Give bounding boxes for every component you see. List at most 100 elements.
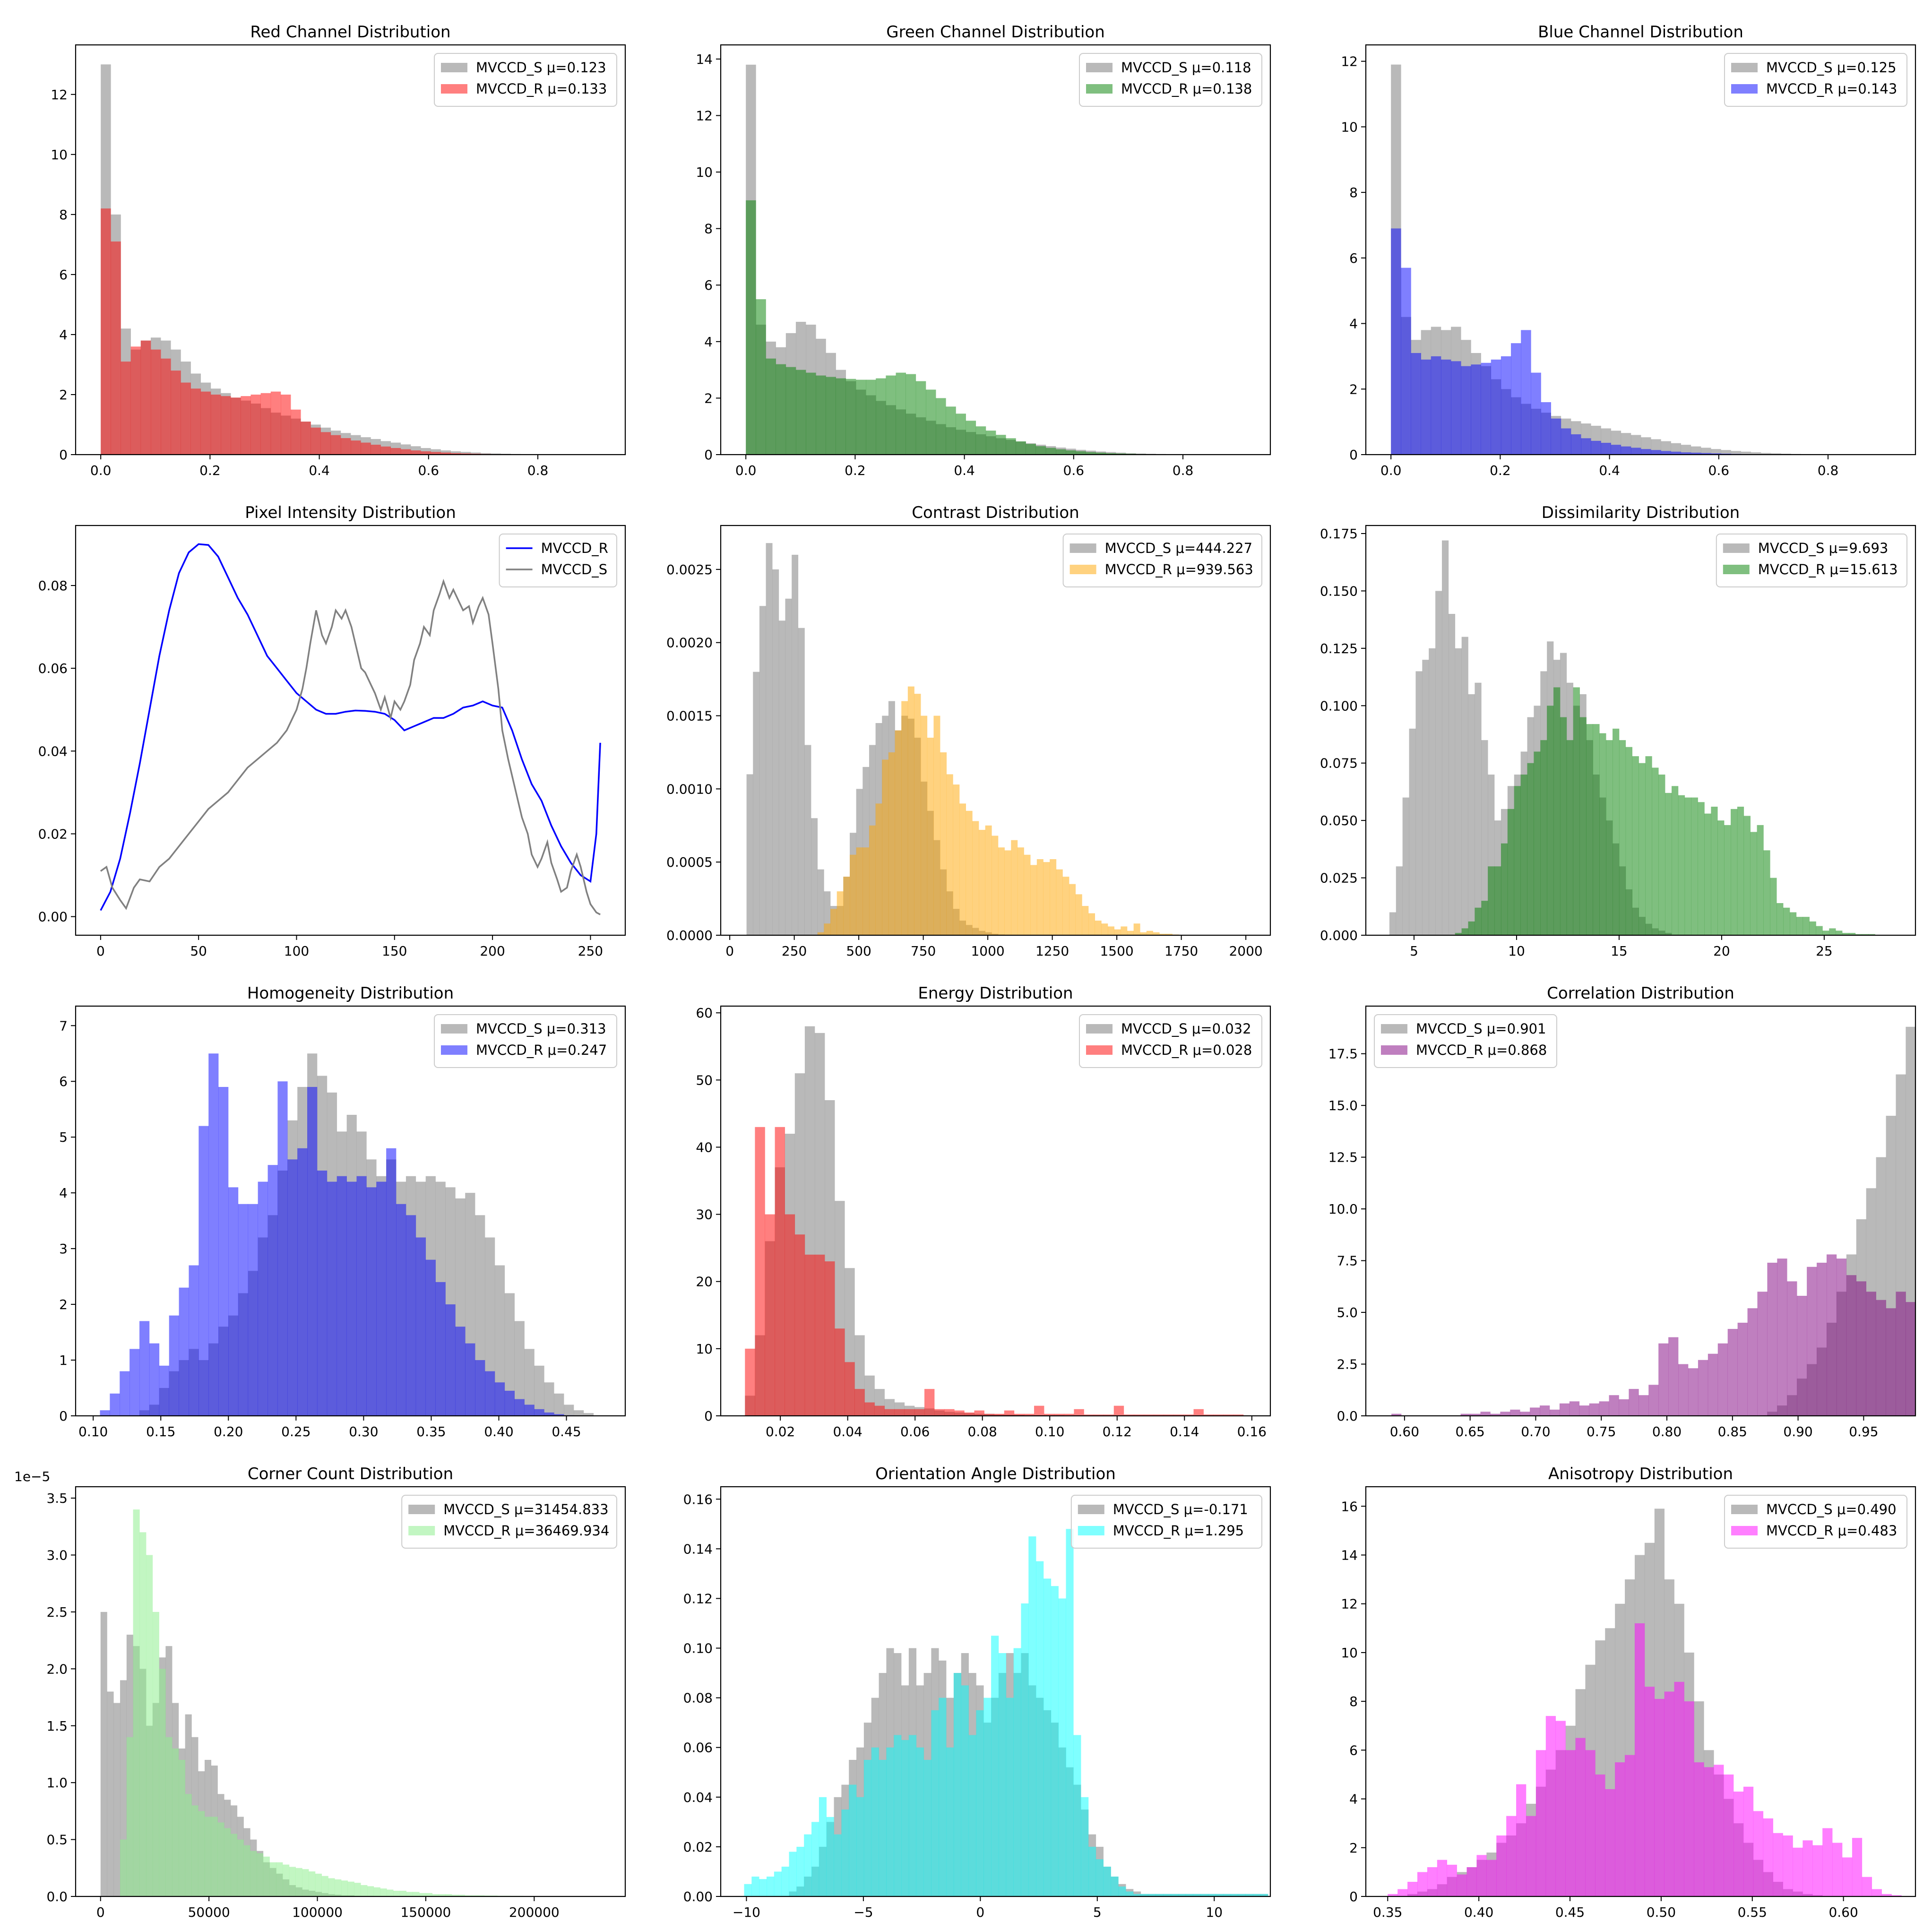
chart-5-bar: [907, 686, 914, 935]
chart-4-legend-entry: MVCCD_S: [541, 561, 608, 577]
chart-8-bar: [1173, 1414, 1184, 1416]
chart-5-y-tick-label: 0.0000: [666, 928, 713, 943]
chart-5-bar: [985, 825, 992, 935]
chart-12-y-tick-label: 6: [1349, 1742, 1358, 1758]
chart-6-y-tick-label: 0.075: [1320, 756, 1358, 771]
chart-8-bar: [964, 1412, 975, 1416]
chart-5-bar: [914, 694, 921, 935]
chart-3-bar: [1481, 362, 1492, 455]
chart-7-bar: [544, 1412, 554, 1416]
chart-9-bar: [1668, 1337, 1679, 1416]
chart-7-x-tick-label: 0.45: [552, 1424, 581, 1439]
chart-8-bar: [745, 1348, 755, 1416]
chart-10-bar: [224, 1828, 231, 1896]
chart-4: 0 50 100 150 200 250 0.00 0.02 0.04 0.06 0.08 Pixel…: [38, 503, 626, 959]
chart-8-axes-frame: [720, 1005, 1271, 1417]
chart-7-bar: [514, 1321, 525, 1416]
chart-1-bar: [150, 349, 161, 455]
chart-8-bar: [1084, 1414, 1094, 1416]
chart-12-bar: [1803, 1840, 1813, 1896]
chart-11-bar: [1103, 1866, 1111, 1896]
chart-9-bar: [1480, 1412, 1491, 1416]
chart-6-bar: [1429, 648, 1436, 935]
chart-7-y-tick-label: 1: [59, 1353, 68, 1368]
chart-9-bar: [1460, 1413, 1471, 1416]
chart-8-bar: [1123, 1414, 1134, 1416]
chart-6-bar: [1606, 740, 1613, 935]
chart-3-y-tick-label: 10: [1341, 119, 1358, 135]
chart-5-bar: [1153, 932, 1160, 935]
chart-8-x-tick-label: 0.02: [766, 1424, 795, 1439]
chart-1-bar: [260, 393, 271, 455]
chart-2-y-axis: 0 2 4 6 8 10 12 14: [696, 52, 721, 463]
chart-11: −10 −5 0 5 10 0.00 0.02 0.04 0.06 0.08 0.10 0.12 0.1…: [683, 1465, 1271, 1920]
chart-6-bar: [1527, 763, 1534, 935]
chart-5-bar: [824, 923, 831, 935]
chart-3-bar: [1541, 402, 1551, 455]
chart-1-bar: [491, 453, 501, 455]
chart-7-bar: [494, 1265, 505, 1416]
chart-6-x-tick-label: 10: [1508, 943, 1525, 959]
chart-8-y-tick-label: 10: [696, 1341, 713, 1357]
chart-9: 0.60 0.65 0.70 0.75 0.80 0.85 0.90 0.95 0.0 2.5 5.…: [1328, 984, 1916, 1439]
chart-9-bar: [1717, 1343, 1728, 1416]
chart-3-legend-frame: [1724, 53, 1907, 107]
chart-11-bar: [916, 1747, 924, 1896]
chart-6-bar: [1579, 717, 1587, 935]
chart-2-bar: [1095, 452, 1106, 455]
chart-5-title: Contrast Distribution: [912, 503, 1079, 522]
chart-6-bar: [1573, 687, 1580, 935]
chart-5-bar: [940, 752, 947, 935]
chart-10-bar: [211, 1817, 218, 1896]
chart-3-bar: [1391, 228, 1401, 455]
chart-11-bar: [1238, 1894, 1246, 1896]
chart-10-bar: [126, 1737, 133, 1896]
chart-5-bar: [753, 672, 760, 935]
chart-7-bar: [445, 1304, 456, 1416]
chart-6-x-tick-label: 15: [1611, 943, 1628, 959]
chart-10-bar: [295, 1868, 302, 1896]
chart-8-legend: MVCCD_S μ=0.032 MVCCD_R μ=0.028: [1079, 1014, 1262, 1068]
chart-5-bar: [888, 752, 895, 935]
chart-10-bar: [445, 1894, 452, 1896]
chart-10-y-axis: 0.0 0.5 1.0 1.5 2.0 2.5 3.0 3.5: [46, 1491, 76, 1904]
chart-9-bar: [1708, 1353, 1718, 1416]
chart-3-bar: [1570, 434, 1581, 455]
chart-8-y-tick-label: 40: [696, 1139, 713, 1155]
chart-11-bar: [1223, 1894, 1231, 1896]
chart-12-bar: [1407, 1882, 1418, 1896]
chart-1-bar: [280, 394, 291, 455]
chart-6-y-tick-label: 0.025: [1320, 870, 1358, 886]
chart-7-bar: [267, 1165, 278, 1416]
chart-7-bar: [189, 1265, 199, 1416]
chart-8-x-tick-label: 0.14: [1170, 1424, 1199, 1439]
chart-6-bar: [1737, 807, 1744, 935]
chart-4-series-line-2: [100, 578, 601, 915]
chart-11-bar: [1051, 1586, 1059, 1896]
chart-9-x-tick-label: 0.80: [1652, 1424, 1682, 1439]
chart-2-bar: [966, 421, 976, 455]
chart-7-bar: [485, 1371, 495, 1416]
chart-8-bar: [984, 1413, 994, 1416]
chart-8-bar: [994, 1413, 1005, 1416]
chart-9-bar: [1500, 1412, 1510, 1416]
chart-5-bar: [830, 909, 837, 935]
chart-1-legend-entry: MVCCD_S μ=0.123: [476, 60, 606, 76]
chart-6-bar: [1816, 926, 1823, 935]
chart-9-x-tick-label: 0.65: [1455, 1424, 1484, 1439]
chart-6-y-tick-label: 0.150: [1320, 583, 1358, 599]
chart-11-x-tick-label: 0: [976, 1904, 984, 1920]
chart-1-legend-entry: MVCCD_R μ=0.133: [476, 81, 607, 97]
chart-8-bar: [874, 1405, 885, 1416]
chart-8-bar: [1223, 1414, 1234, 1416]
chart-11-y-tick-label: 0.08: [683, 1690, 713, 1706]
chart-8-y-tick-label: 60: [696, 1005, 713, 1021]
chart-10-x-tick-label: 150000: [400, 1904, 451, 1920]
chart-5-bar: [1095, 921, 1102, 935]
chart-3-plot-area: [1391, 64, 1881, 455]
chart-6-x-tick-label: 20: [1713, 943, 1730, 959]
chart-1-bar: [200, 391, 211, 455]
chart-7-x-tick-label: 0.25: [281, 1424, 310, 1439]
chart-5-bar: [1017, 847, 1024, 935]
chart-4-legend: MVCCD_R MVCCD_S: [499, 534, 617, 587]
